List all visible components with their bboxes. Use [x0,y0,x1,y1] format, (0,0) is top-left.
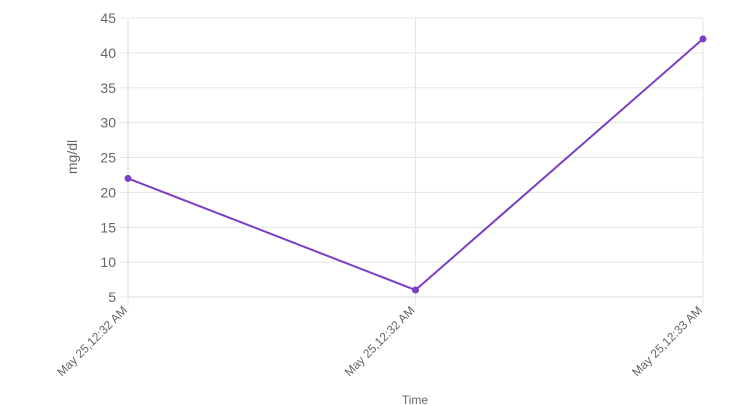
y-tick-label: 25 [100,150,116,166]
x-tick-label: May 25,12:33 AM [629,303,705,379]
y-tick-label: 30 [100,115,116,131]
y-axis-title: mg/dl [64,140,80,174]
y-tick-label: 10 [100,254,116,270]
data-point [412,286,419,294]
data-point [124,174,132,182]
label-layer: 5 10 15 20 25 30 35 40 45 May 25,12:32 AM May 25,1… [54,10,705,379]
x-axis-title: Time [402,393,429,405]
y-tick-label: 45 [100,10,116,26]
data-point [699,35,707,43]
series-layer [124,35,707,294]
y-tick-label: 40 [100,45,116,61]
y-tick-label: 20 [100,184,116,200]
y-tick-label: 35 [100,80,116,96]
y-tick-label: 15 [100,219,116,235]
x-tick-label: May 25,12:32 AM [342,303,418,379]
y-tick-label: 5 [108,289,116,305]
axis-layer [127,18,703,298]
x-tick-label: May 25,12:32 AM [54,303,130,379]
grid-layer [120,17,704,305]
